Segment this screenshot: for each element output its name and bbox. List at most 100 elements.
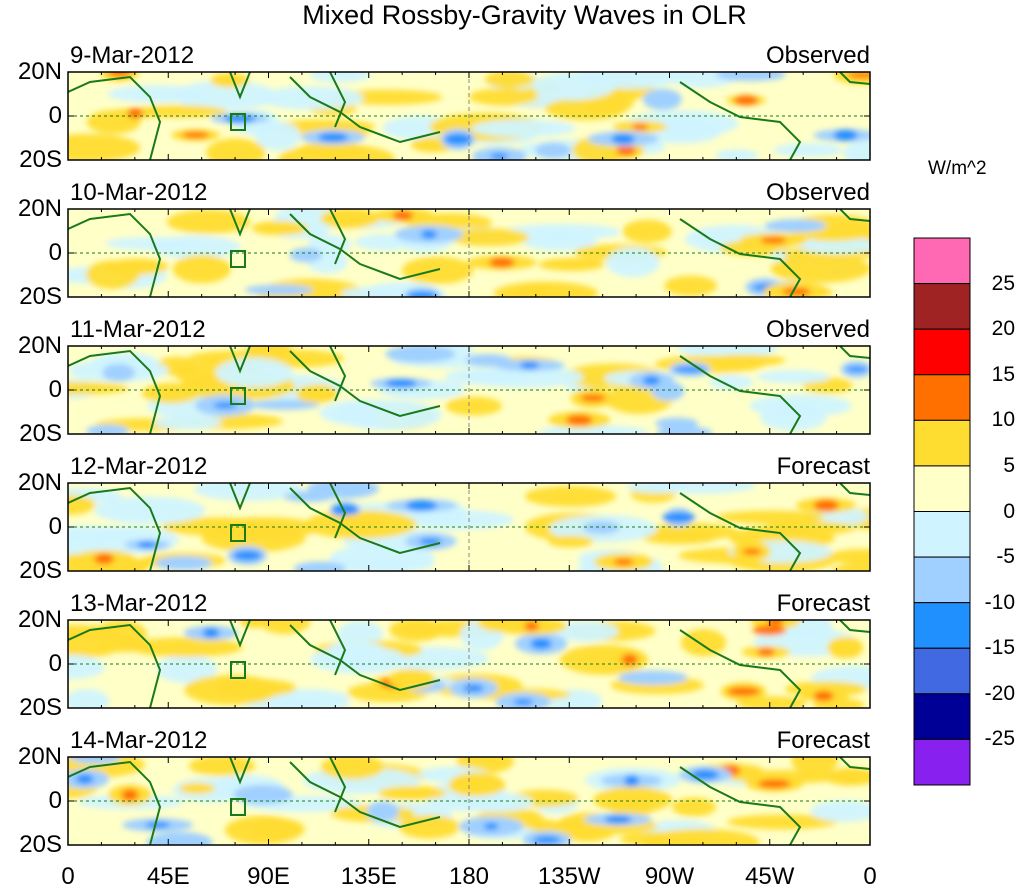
negative-anomaly [709,374,754,390]
panel-4 [68,483,870,571]
negative-anomaly [757,370,831,384]
positive-anomaly [538,258,605,271]
coastline [329,346,347,402]
region-box [230,113,246,131]
negative-anomaly [102,364,135,382]
positive-anomaly [378,785,447,801]
y-tick-label: 20N [17,332,62,359]
panel-kind: Observed [765,179,870,206]
positive-anomaly [468,88,539,106]
strong-negative-anomaly [513,698,533,706]
y-tick-label: 20S [19,420,62,447]
negative-anomaly [153,416,223,430]
coastline [289,350,441,418]
strong-positive-anomaly [566,414,593,426]
y-tick-label: 20N [17,58,62,85]
y-tick-label: 0 [48,102,62,129]
strong-positive-anomaly [782,287,811,296]
positive-anomaly [763,521,856,536]
negative-anomaly [618,670,688,685]
negative-anomaly [242,697,350,708]
coastline [68,212,162,297]
strong-positive-anomaly [813,690,834,702]
positive-anomaly [184,674,279,705]
panel-date: 11-Mar-2012 [70,316,206,343]
strong-positive-anomaly [757,647,775,657]
coastline [289,76,441,144]
negative-anomaly [194,483,304,502]
negative-anomaly [283,491,334,503]
negative-anomaly [335,400,442,430]
panel-date: 14-Mar-2012 [70,727,208,754]
positive-anomaly [547,535,594,548]
positive-anomaly [295,384,339,404]
strong-negative-anomaly [483,822,499,830]
coastline [289,487,441,555]
negative-anomaly [254,121,301,151]
positive-anomaly [622,219,672,243]
coastline [329,620,347,676]
strong-negative-anomaly [520,361,539,370]
anomaly-field [68,72,870,160]
panel-date: 9-Mar-2012 [70,42,195,69]
x-tick-label: 135E [340,863,397,890]
strong-positive-anomaly [121,789,139,801]
positive-anomaly [179,782,216,795]
strong-positive-anomaly [392,210,414,221]
coastline [229,483,251,511]
coastline [289,213,441,281]
negative-anomaly [774,143,843,158]
strong-negative-anomaly [137,541,158,549]
positive-anomaly [258,620,311,635]
anomaly-field [68,757,870,845]
strong-positive-anomaly [108,72,131,77]
positive-anomaly [141,382,200,404]
strong-negative-anomaly [690,769,719,780]
negative-anomaly [532,72,616,101]
strong-positive-anomaly [613,558,634,566]
positive-anomaly [791,757,839,775]
y-tick-label: 20S [19,557,62,584]
negative-anomaly [68,689,110,708]
negative-anomaly [293,561,346,571]
y-tick-label: 20N [17,743,62,770]
panel-date: 10-Mar-2012 [70,179,208,206]
y-tick-label: 0 [48,239,62,266]
positive-anomaly [245,346,293,357]
strong-positive-anomaly [621,653,638,666]
positive-anomaly [829,548,870,565]
colorbar-box [913,602,971,649]
negative-anomaly [715,149,759,160]
negative-anomaly [843,140,870,160]
anomaly-field [68,209,870,297]
strong-positive-anomaly [631,123,649,131]
coastline [329,72,347,128]
panel-kind: Forecast [776,453,870,480]
strong-positive-anomaly [726,687,761,696]
panel-3 [68,346,870,434]
panel-2 [68,209,870,297]
negative-anomaly [155,555,213,571]
colorbar-label: -5 [996,545,1015,569]
negative-anomaly [534,142,571,159]
negative-anomaly [651,381,685,401]
panel-kind: Observed [765,316,870,343]
positive-anomaly [680,629,727,657]
strong-negative-anomaly [318,132,349,142]
x-tick-label: 135W [537,863,601,890]
panel-date: 13-Mar-2012 [70,590,208,617]
strong-positive-anomaly [767,620,784,626]
negative-anomaly [582,520,620,534]
negative-anomaly [715,72,786,82]
colorbar-label: 5 [1003,453,1015,477]
negative-anomaly [444,368,524,385]
negative-anomaly [309,72,371,83]
strong-negative-anomaly [407,291,438,297]
region-box [230,387,246,405]
y-tick-label: 20N [17,195,62,222]
strong-positive-anomaly [524,621,539,632]
y-tick-label: 0 [48,376,62,403]
positive-anomaly [516,282,552,297]
negative-anomaly [70,757,121,764]
